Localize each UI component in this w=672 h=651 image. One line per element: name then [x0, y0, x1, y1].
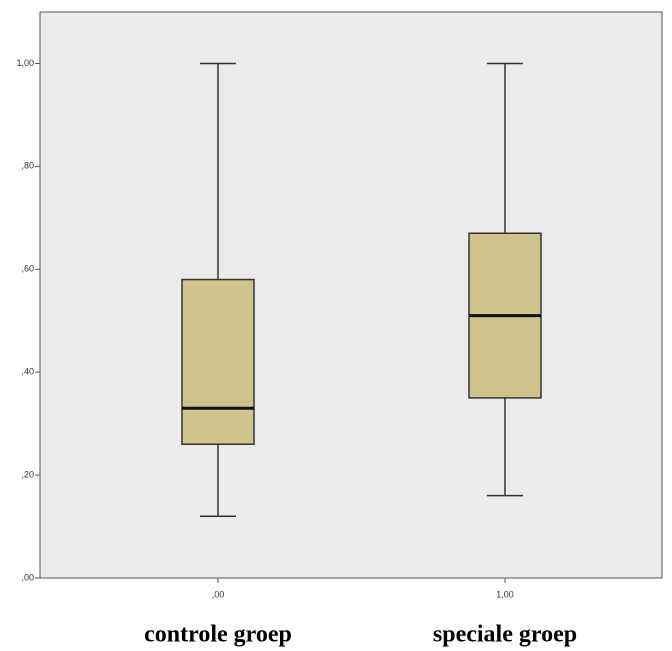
y-tick-label: ,80	[21, 161, 34, 171]
y-tick-label: ,40	[21, 367, 34, 377]
y-tick-label: ,20	[21, 469, 34, 479]
y-tick-label: ,60	[21, 264, 34, 274]
box	[181, 278, 255, 445]
y-tick-label: 1,00	[16, 58, 34, 68]
y-tick-label: ,00	[21, 572, 34, 582]
plot-area	[39, 11, 663, 579]
group-label: controle groep	[144, 622, 292, 648]
x-tick-label: ,00	[212, 589, 225, 599]
x-tick-label: 1,00	[496, 589, 514, 599]
group-label: speciale groep	[433, 622, 577, 648]
